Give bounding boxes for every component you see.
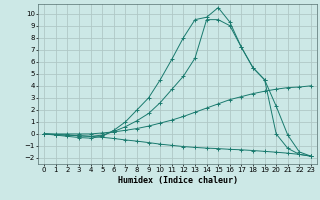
X-axis label: Humidex (Indice chaleur): Humidex (Indice chaleur): [118, 176, 238, 185]
